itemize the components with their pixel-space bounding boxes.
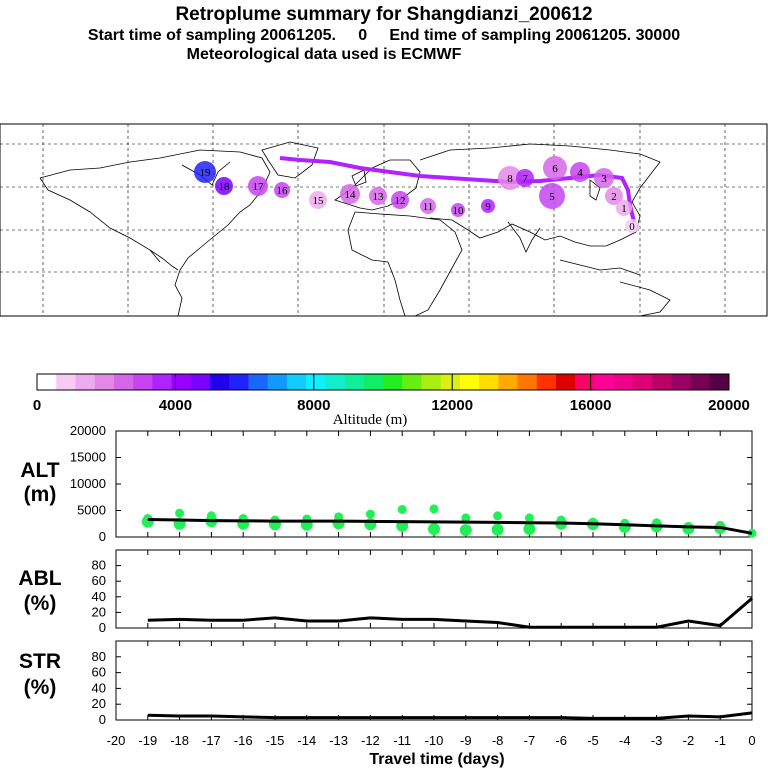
chart-title: Retroplume summary for Shangdianzi_20061… (175, 4, 593, 25)
plume-cluster-label: 15 (313, 195, 325, 207)
plume-cluster-marker (391, 191, 409, 209)
plume-cluster-marker (616, 200, 632, 216)
plume-cluster-marker (451, 203, 465, 217)
plume-cluster-marker (570, 162, 590, 182)
plume-cluster-label: 5 (549, 191, 555, 203)
plume-cluster-marker (539, 183, 565, 209)
map-graticule (0, 124, 767, 316)
plume-cluster-label: 14 (345, 189, 357, 201)
plume-cluster-marker (498, 166, 522, 190)
plume-cluster-label: 19 (200, 167, 212, 179)
plume-cluster-marker (369, 187, 387, 205)
plume-cluster-marker (340, 184, 360, 204)
plume-cluster-label: 1 (621, 203, 627, 215)
plume-cluster-marker (309, 191, 327, 209)
sampling-info: Start time of sampling 20061205. 0 End t… (87, 27, 681, 44)
plume-cluster-label: 4 (577, 167, 583, 179)
plume-cluster-marker (605, 187, 623, 205)
map-coastlines (39, 141, 671, 317)
plume-cluster-marker (516, 169, 534, 187)
plume-cluster-marker (215, 177, 233, 195)
plume-track (279, 156, 636, 223)
plume-cluster-marker (625, 219, 639, 233)
plume-cluster-label: 9 (485, 201, 491, 213)
met-data-info: Meteorological data used is ECMWF (186, 46, 462, 63)
plume-cluster-label: 6 (552, 163, 558, 175)
plume-cluster-label: 7 (522, 173, 528, 185)
plume-cluster-label: 11 (423, 201, 434, 213)
plume-cluster-marker (194, 161, 216, 183)
plume-cluster-label: 17 (253, 181, 265, 193)
plume-cluster-marker (543, 156, 567, 180)
plume-cluster-label: 3 (601, 173, 607, 185)
plume-cluster-marker (481, 199, 495, 213)
plume-cluster-marker (248, 176, 268, 196)
plume-cluster-label: 2 (611, 191, 617, 203)
plume-cluster-marker (274, 182, 290, 198)
plume-cluster-marker (420, 198, 436, 214)
plume-cluster-label: 16 (277, 185, 289, 197)
map-frame (0, 123, 768, 317)
plume-cluster-label: 13 (373, 191, 385, 203)
plume-cluster-label: 12 (395, 195, 406, 207)
plume-cluster-label: 0 (629, 221, 635, 233)
plume-cluster-label: 18 (219, 181, 231, 193)
plume-cluster-marker (594, 168, 614, 188)
plume-cluster-label: 10 (453, 205, 465, 217)
plume-cluster-label: 8 (507, 173, 513, 185)
